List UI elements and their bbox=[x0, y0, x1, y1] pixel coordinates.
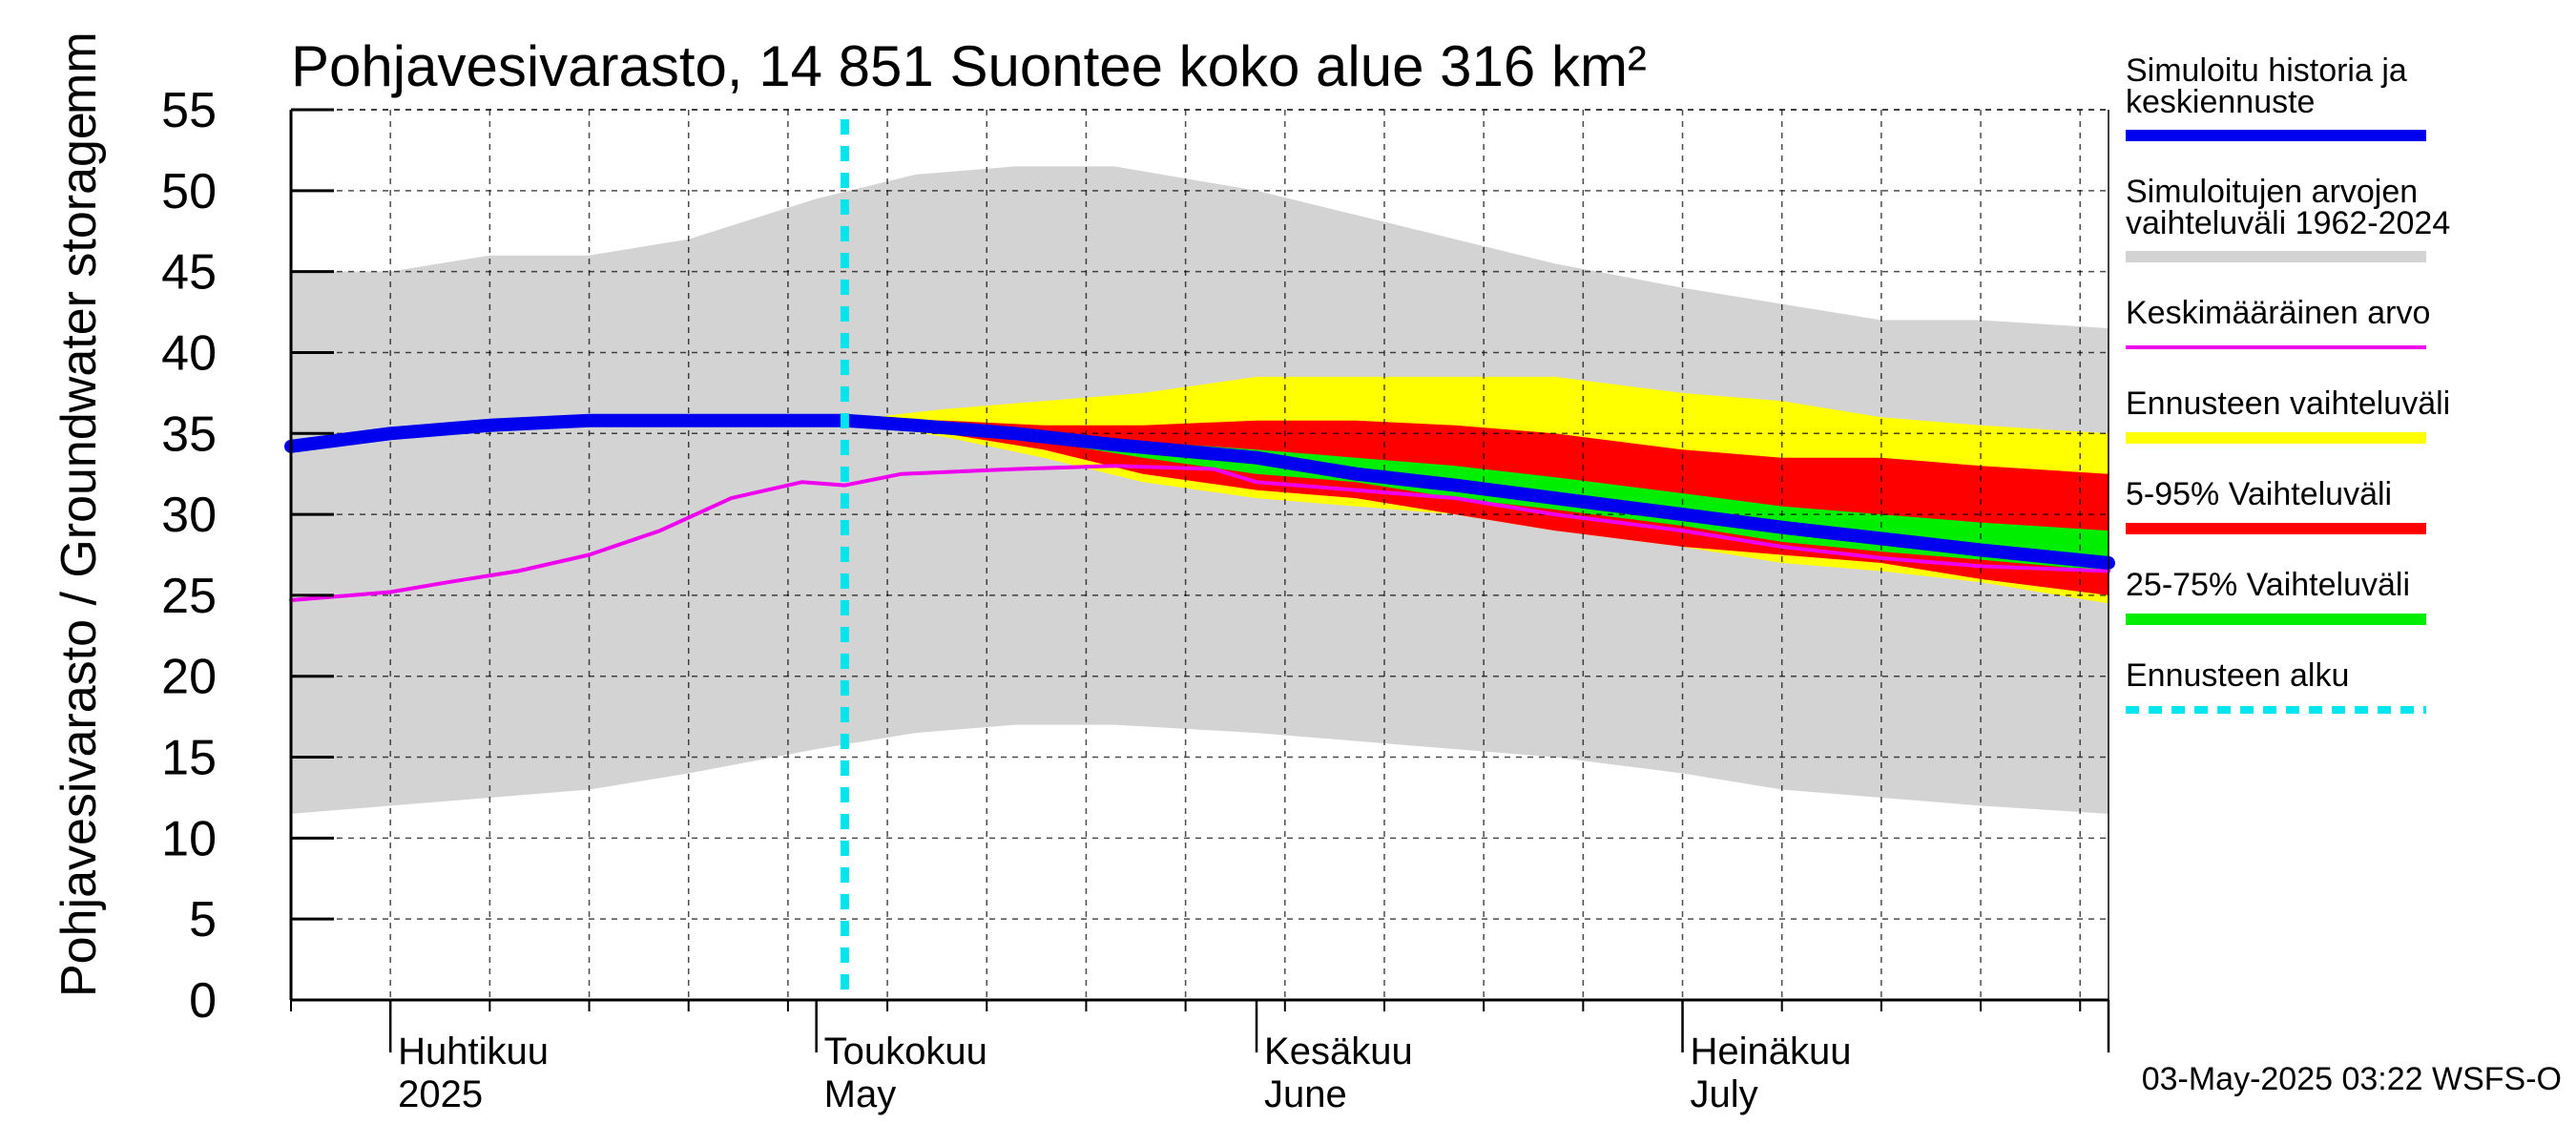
legend-item: Keskimääräinen arvo bbox=[2126, 295, 2430, 349]
legend-item-label-line2: keskiennuste bbox=[2126, 84, 2315, 120]
y-tick-label: 0 bbox=[189, 973, 217, 1029]
x-month-label: Kesäkuu bbox=[1264, 1030, 1413, 1072]
legend-item-label: 5-95% Vaihteluväli bbox=[2126, 476, 2392, 512]
legend: Simuloitu historia jakeskiennusteSimuloi… bbox=[2126, 52, 2450, 714]
legend-item: Ennusteen alku bbox=[2126, 657, 2426, 714]
x-month-sublabel: May bbox=[824, 1073, 897, 1115]
footer-timestamp: 03-May-2025 03:22 WSFS-O bbox=[2142, 1061, 2562, 1097]
y-tick-label: 55 bbox=[161, 83, 217, 138]
series-simulated-median-line bbox=[284, 413, 2115, 570]
legend-item: Ennusteen vaihteluväli bbox=[2126, 385, 2450, 444]
y-tick-label: 5 bbox=[189, 892, 217, 947]
y-axis-label: Pohjavesivarasto / Groundwater storage bbox=[52, 112, 107, 997]
series-mean-line bbox=[289, 464, 2110, 602]
legend-item: 25-75% Vaihteluväli bbox=[2126, 567, 2426, 625]
y-tick-label: 35 bbox=[161, 406, 217, 462]
legend-item-label: 25-75% Vaihteluväli bbox=[2126, 567, 2410, 603]
y-tick-label: 50 bbox=[161, 164, 217, 219]
legend-item: 5-95% Vaihteluväli bbox=[2126, 476, 2426, 534]
legend-item-label: Simuloitu historia ja bbox=[2126, 52, 2407, 89]
legend-item-label: Simuloitujen arvojen bbox=[2126, 174, 2418, 210]
x-month-label: Heinäkuu bbox=[1691, 1030, 1852, 1072]
y-axis-unit: mm bbox=[52, 31, 107, 114]
legend-item-label: Keskimääräinen arvo bbox=[2126, 295, 2430, 331]
chart-title: Pohjavesivarasto, 14 851 Suontee koko al… bbox=[291, 34, 1647, 98]
y-tick-label: 15 bbox=[161, 731, 217, 786]
x-month-sublabel: June bbox=[1264, 1073, 1347, 1115]
y-tick-label: 10 bbox=[161, 811, 217, 866]
y-tick-label: 25 bbox=[161, 569, 217, 624]
y-tick-label: 30 bbox=[161, 488, 217, 543]
x-month-label: Huhtikuu bbox=[398, 1030, 549, 1072]
band-5-95-vaihteluv-li bbox=[844, 420, 2109, 595]
y-tick-label: 45 bbox=[161, 245, 217, 301]
band-simuloitujen-arvojen-vaihteluv-li-1962-2024 bbox=[291, 166, 2109, 814]
x-month-label: Toukokuu bbox=[824, 1030, 987, 1072]
legend-item-label-line2: vaihteluväli 1962-2024 bbox=[2126, 205, 2450, 241]
legend-item-label: Ennusteen alku bbox=[2126, 657, 2349, 694]
grid bbox=[291, 110, 2109, 1000]
legend-item-label: Ennusteen vaihteluväli bbox=[2126, 385, 2450, 422]
y-tick-label: 40 bbox=[161, 325, 217, 381]
y-tick-label: 20 bbox=[161, 650, 217, 705]
x-month-sublabel: 2025 bbox=[398, 1073, 483, 1115]
x-month-sublabel: July bbox=[1691, 1073, 1758, 1115]
plot-area: 0510152025303540455055Huhtikuu2025Toukok… bbox=[161, 83, 2115, 1115]
